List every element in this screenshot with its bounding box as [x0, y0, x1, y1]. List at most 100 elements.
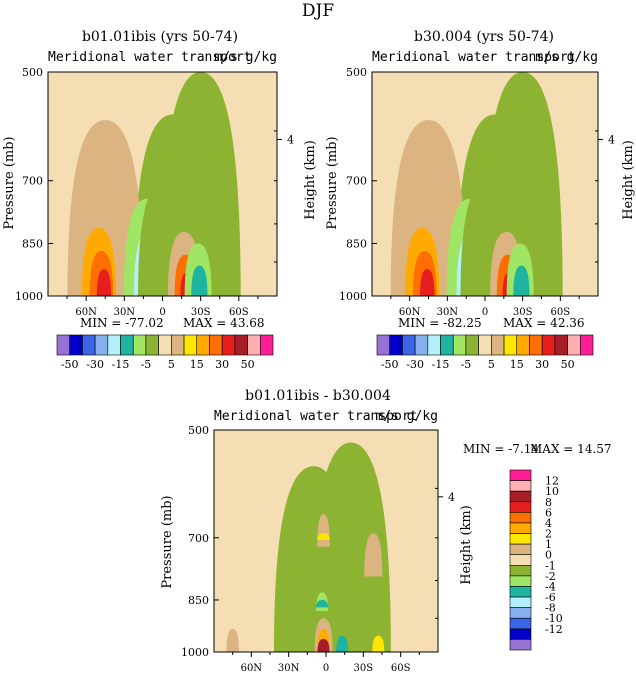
labelbar-swatch — [414, 334, 429, 356]
labelbar-label: 5 — [168, 358, 175, 371]
labelbar-swatch — [509, 628, 532, 640]
panel-3-y-axis-label: Pressure (mb) — [160, 495, 175, 588]
page-title: DJF — [302, 1, 334, 21]
labelbar-label: 12 — [545, 475, 559, 488]
labelbar-swatch — [579, 334, 594, 356]
y-tick-label: 700 — [188, 532, 209, 545]
x-tick-label: 30S — [191, 307, 211, 318]
labelbar-label: -30 — [406, 358, 424, 371]
x-tick-label: 30N — [437, 307, 459, 318]
y-tick-label: 1000 — [181, 646, 209, 659]
y2-tick-label: 4 — [448, 491, 455, 504]
x-tick-label: 60N — [75, 307, 97, 318]
x-tick-label: 60N — [399, 307, 421, 318]
contour-region — [513, 265, 530, 296]
y-tick-label: 500 — [188, 424, 209, 437]
labelbar-label: 30 — [535, 358, 549, 371]
labelbar-label: 15 — [510, 358, 524, 371]
labelbar-label: -1 — [545, 559, 556, 572]
x-tick-label: 0 — [159, 307, 165, 318]
labelbar-label: 50 — [241, 358, 255, 371]
labelbar-label: -50 — [61, 358, 79, 371]
labelbar-swatch — [509, 533, 532, 545]
labelbar-swatch — [69, 334, 83, 356]
contour-region — [336, 635, 349, 652]
labelbar-label: 4 — [545, 517, 552, 530]
labelbar-swatch — [209, 334, 223, 356]
contour-region — [226, 628, 239, 652]
panel-1-labelbar: -50 -30 -15 -5 5 15 30 50 — [56, 334, 274, 371]
labelbar-swatch — [509, 480, 532, 492]
x-tick-label: 0 — [482, 307, 488, 318]
contour-region — [317, 533, 330, 541]
labelbar-label: 0 — [545, 549, 552, 562]
panel-3-contour-plot — [214, 430, 438, 652]
labelbar-label: -12 — [545, 623, 563, 636]
y-tick-label: 500 — [346, 66, 367, 79]
panel-1-min-label: MIN = -77.02 — [80, 316, 164, 330]
y-tick-label: 500 — [22, 66, 43, 79]
labelbar-swatch — [509, 596, 532, 608]
labelbar-label: -4 — [545, 580, 556, 593]
panel-3-min-label: MIN = -7.14 — [463, 442, 539, 456]
labelbar-label: 30 — [215, 358, 229, 371]
panel-2-y-axis-label: Pressure (mb) — [325, 136, 340, 229]
labelbar-swatch — [509, 575, 532, 587]
labelbar-swatch — [478, 334, 492, 356]
labelbar-swatch — [509, 469, 532, 481]
panel-2-max-label: MAX = 42.36 — [503, 316, 585, 330]
labelbar-swatch — [465, 334, 479, 356]
panel-2-labelbar: -50 -30 -15 -5 5 15 30 50 — [376, 334, 594, 371]
panel-1-title: b01.01ibis (yrs 50-74) — [82, 29, 238, 45]
labelbar-label: 50 — [561, 358, 575, 371]
labelbar-swatch — [234, 334, 248, 356]
labelbar-label: -10 — [545, 612, 563, 625]
labelbar-swatch — [158, 334, 172, 356]
y-tick-label: 1000 — [15, 290, 43, 303]
labelbar-label: 2 — [545, 528, 552, 541]
contour-region — [372, 635, 385, 652]
panel-1-max-label: MAX = 43.68 — [183, 316, 265, 330]
labelbar-swatch — [440, 334, 454, 356]
panel-2-y2-axis-label: Height (km) — [621, 140, 636, 220]
panel-1-units: m/s g/kg — [214, 50, 277, 65]
labelbar-swatch — [247, 334, 261, 356]
x-tick-label: 30S — [354, 663, 374, 672]
contour-region — [364, 533, 383, 577]
labelbar-swatch — [509, 554, 532, 566]
y-tick-label: 700 — [346, 175, 367, 188]
labelbar-swatch — [183, 334, 198, 356]
labelbar-swatch — [509, 564, 532, 577]
x-tick-label: 30S — [513, 307, 533, 318]
labelbar-swatch — [509, 617, 532, 630]
labelbar-swatch — [452, 334, 467, 356]
panel-2-min-label: MIN = -82.25 — [398, 316, 482, 330]
contour-region — [273, 466, 354, 652]
labelbar-swatch — [509, 639, 532, 651]
labelbar-label: -30 — [86, 358, 104, 371]
labelbar-swatch — [516, 334, 530, 356]
panel-1-y-axis-label: Pressure (mb) — [2, 136, 17, 229]
labelbar-swatch — [132, 334, 147, 356]
y-tick-label: 850 — [22, 237, 43, 250]
panel-3-axes: 500 700 850 1000 4 60N 30N 0 30S 60S — [181, 424, 455, 674]
panel-3: b01.01ibis - b30.004 Meridional water tr… — [160, 388, 612, 674]
labelbar-swatch — [541, 334, 556, 356]
x-tick-label: 60S — [229, 307, 249, 318]
panel-2-subtitle: Meridional water transport — [372, 50, 576, 65]
labelbar-swatch — [509, 543, 532, 556]
labelbar-swatch — [509, 490, 532, 503]
panel-2-units: m/s g/kg — [535, 50, 598, 65]
panel-2-title: b30.004 (yrs 50-74) — [414, 29, 554, 45]
labelbar-swatch — [509, 586, 532, 598]
labelbar-swatch — [56, 334, 71, 356]
panel-2: b30.004 (yrs 50-74) Meridional water tra… — [325, 29, 636, 371]
labelbar-swatch — [529, 334, 543, 356]
labelbar-swatch — [196, 334, 210, 356]
labelbar-label: 8 — [545, 496, 552, 509]
labelbar-swatch — [107, 334, 121, 356]
y-tick-label: 850 — [346, 237, 367, 250]
labelbar-label: -5 — [141, 358, 152, 371]
